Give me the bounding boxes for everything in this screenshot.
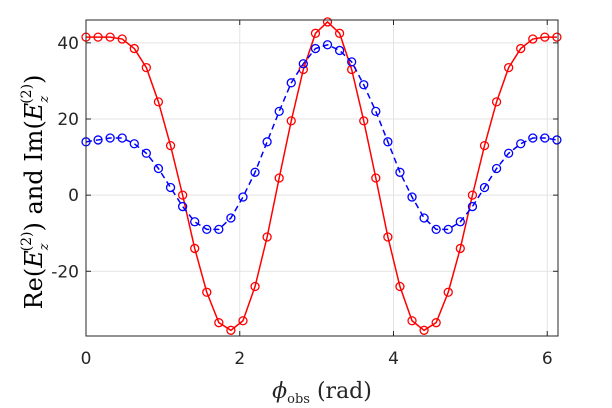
x-axis-label: ϕobs (rad) [272,379,372,407]
data-point [117,34,127,44]
data-point [431,224,441,235]
data-point [93,135,103,145]
data-point [334,28,345,38]
y-tick-labels: -20 0 20 40 [51,34,79,282]
data-point [528,34,538,44]
data-point [467,201,478,212]
data-point [334,45,345,56]
data-point [310,43,321,54]
data-point [177,201,188,212]
data-point [141,62,151,73]
data-point [443,287,453,297]
x-tick-label: 4 [388,349,399,369]
data-point [479,140,490,151]
y-tick-label: 0 [68,186,79,206]
data-point [250,281,260,292]
data-point [503,148,514,158]
data-point [371,173,381,183]
data-point [347,57,357,67]
data-point [177,190,188,200]
data-point [359,80,369,90]
series-im [81,40,562,235]
data-point [359,116,369,126]
data-point [129,43,139,54]
data-point [238,192,248,202]
data-point [190,217,200,227]
data-point [383,137,393,147]
data-point [395,167,405,177]
data-point [407,316,417,326]
data-point [552,32,562,42]
data-point [214,224,224,235]
data-point [491,97,502,107]
data-point [165,182,176,193]
data-point [528,133,538,143]
data-point [153,97,164,107]
data-point [540,133,550,143]
data-point [419,325,429,335]
data-point [516,139,526,149]
data-point [516,43,526,54]
y-tick-label: 20 [57,110,79,130]
y-tick-label: 40 [57,34,79,54]
series-line [86,20,557,332]
data-point [286,116,296,126]
data-point [479,182,490,193]
data-point [226,213,236,223]
data-point [262,137,272,147]
data-point [371,106,381,117]
data-point [165,140,176,151]
grid-lines [85,20,558,336]
data-point [190,243,200,254]
data-point [455,217,465,227]
data-point [202,224,212,235]
plot-frame [85,19,559,337]
data-point [226,325,236,335]
data-point [491,163,502,174]
tick-marks [85,20,558,336]
data-point [310,28,321,38]
x-tick-labels: 0 2 4 6 [81,349,553,369]
data-point [105,32,115,42]
data-point [262,232,272,242]
series-re [81,17,562,335]
data-point [105,133,115,143]
data-point [419,213,429,223]
data-point [552,135,562,145]
data-point [238,316,248,326]
data-point [93,32,103,42]
data-point [117,133,127,143]
series-layer [81,17,562,335]
data-point [286,78,296,88]
data-point [443,224,453,235]
data-point [431,318,441,328]
data-point [455,243,465,254]
data-point [274,173,284,183]
data-point [129,139,139,149]
data-point [395,281,405,292]
data-point [322,17,333,27]
data-point [383,232,393,242]
data-point [274,106,284,117]
data-point [250,167,260,177]
data-point [540,32,550,42]
data-point [503,62,514,73]
data-point [202,287,212,297]
data-point [153,163,164,174]
data-point [298,59,308,69]
x-tick-label: 0 [81,349,92,369]
x-tick-label: 2 [234,349,245,369]
y-axis-label: Re(Ez(2)) and Im(Ez(2)) [19,75,52,310]
data-point [141,148,151,158]
data-point [214,318,224,328]
y-tick-label: -20 [51,262,79,282]
series-line [85,43,558,231]
data-point [467,190,478,200]
data-point [407,192,417,202]
x-tick-label: 6 [542,349,553,369]
data-point [322,40,333,50]
